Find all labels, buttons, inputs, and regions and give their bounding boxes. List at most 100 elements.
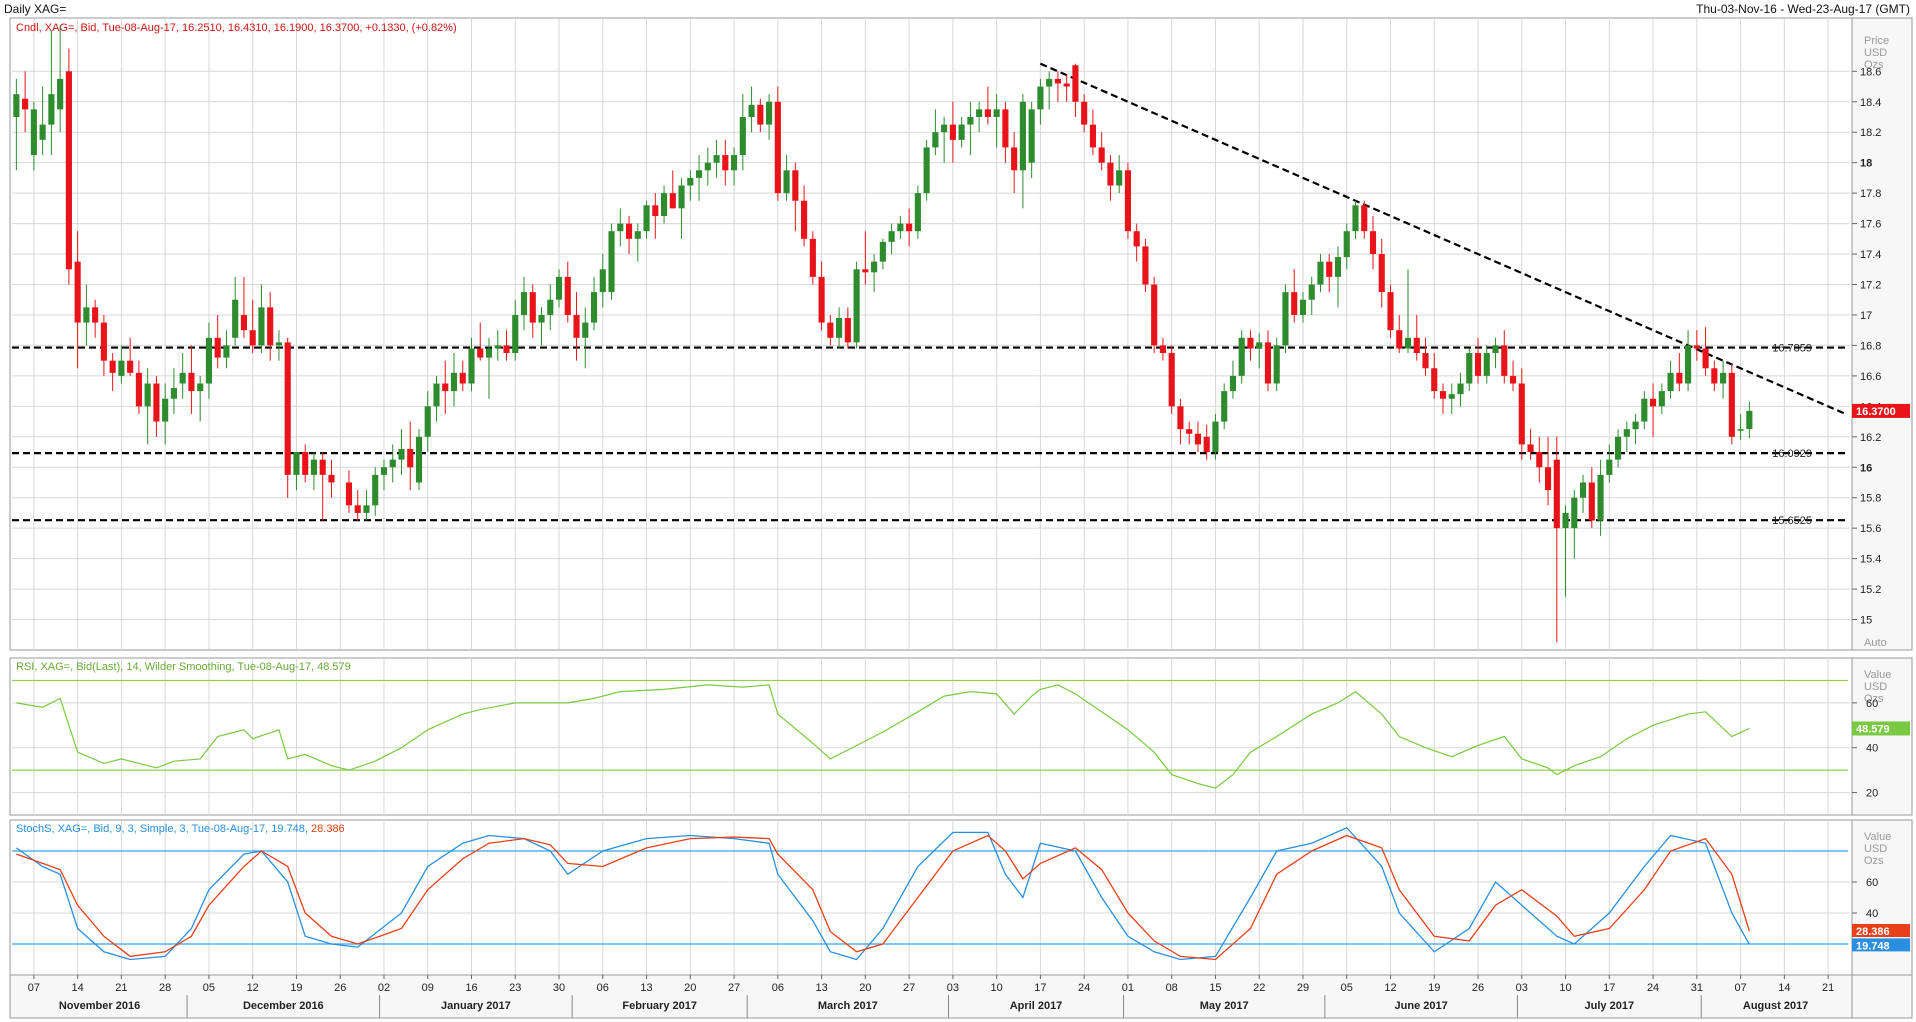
month-label: August 2017	[1743, 1000, 1808, 1012]
candle-body	[468, 348, 475, 384]
candle-body	[1291, 292, 1298, 315]
x-tick-label: 29	[1297, 982, 1309, 994]
rsi-value-label: 48.579	[1856, 723, 1890, 735]
y-tick-label: 15.6	[1860, 523, 1881, 535]
candle-body	[1632, 421, 1639, 430]
value-axis	[1851, 17, 1913, 651]
candle-body	[1273, 345, 1280, 384]
candle-body	[1457, 383, 1464, 395]
x-tick-label: 27	[903, 982, 915, 994]
x-tick-label: 24	[1647, 982, 1659, 994]
candle-body	[1002, 109, 1009, 148]
candle-body	[949, 124, 956, 140]
candle-body	[153, 383, 160, 422]
candle-body	[1650, 398, 1657, 407]
candle-body	[1571, 497, 1578, 529]
candle-body	[1343, 231, 1350, 258]
candle-body	[205, 337, 212, 384]
candle-body	[415, 436, 423, 483]
axis-unit-label: Ozs	[1864, 59, 1884, 71]
stoch-legend: StochS, XAG=, Bid, 9, 3, Simple, 3, Tue-…	[16, 823, 345, 835]
x-tick-label: 13	[815, 982, 827, 994]
candle-body	[398, 448, 405, 460]
candle-body	[1046, 78, 1053, 87]
candle-body	[48, 94, 55, 125]
stoch-legend-d: 28.386	[311, 823, 345, 835]
candle-body	[625, 223, 633, 239]
month-label: November 2016	[59, 1000, 140, 1012]
candle-body	[555, 276, 563, 300]
candle-body	[1142, 246, 1149, 285]
candle-body	[748, 104, 755, 117]
candle-body	[74, 261, 81, 323]
candle-body	[1124, 170, 1131, 232]
candle-body	[433, 383, 440, 407]
candle-body	[319, 459, 326, 475]
candle-body	[302, 452, 309, 475]
candle-body	[1037, 86, 1044, 110]
candle-body	[634, 231, 641, 239]
date-range: Thu-03-Nov-16 - Wed-23-Aug-17 (GMT)	[1696, 2, 1910, 16]
candle-body	[941, 124, 948, 133]
candle-body	[57, 78, 64, 110]
stoch-d-value: 28.386	[1856, 926, 1890, 938]
candle-body	[1326, 261, 1333, 277]
value-axis	[1851, 657, 1913, 816]
candle-body	[1028, 109, 1035, 163]
month-label: July 2017	[1585, 1000, 1635, 1012]
candle-body	[590, 292, 598, 323]
x-tick-label: 05	[203, 982, 215, 994]
x-tick-label: 20	[684, 982, 696, 994]
candle-body	[976, 109, 983, 117]
candle-body	[1308, 284, 1315, 300]
candle-body	[1685, 345, 1692, 384]
candle-body	[923, 147, 930, 194]
candle-body	[65, 71, 72, 270]
candle-body	[223, 345, 230, 358]
x-tick-label: 31	[1691, 982, 1703, 994]
candle-body	[1378, 254, 1385, 293]
candle-body	[407, 448, 414, 468]
axis-unit-label: Value	[1864, 669, 1891, 681]
candle-body	[1396, 330, 1403, 349]
candle-body	[695, 170, 703, 178]
candle-body	[739, 116, 746, 156]
candle-body	[1439, 391, 1447, 399]
axis-unit-label: Ozs	[1864, 693, 1884, 705]
month-label: March 2017	[818, 1000, 878, 1012]
candle-body	[879, 241, 886, 262]
candle-body	[424, 406, 431, 437]
candle-body	[240, 314, 248, 331]
candle-body	[520, 292, 528, 315]
candle-body	[906, 223, 913, 232]
candle-body	[871, 261, 878, 273]
candle-body	[13, 94, 20, 117]
candle-body	[503, 345, 510, 354]
candle-body	[766, 101, 773, 125]
candle-body	[818, 276, 825, 323]
candle-body	[704, 162, 711, 171]
y-tick-label: 16	[1860, 462, 1872, 474]
candle-body	[389, 459, 396, 468]
x-tick-label: 26	[334, 982, 346, 994]
candle-body	[310, 459, 318, 475]
x-tick-label: 03	[947, 982, 959, 994]
x-tick-label: 05	[1341, 982, 1353, 994]
candle-body	[258, 307, 265, 346]
candle-body	[801, 200, 808, 239]
y-tick-label: 15	[1860, 615, 1872, 627]
axis-unit-label: Ozs	[1864, 855, 1884, 867]
candle-body	[162, 398, 169, 422]
candle-body	[1579, 482, 1587, 498]
stoch-k-value: 19.748	[1856, 940, 1890, 952]
x-tick-label: 08	[1166, 982, 1178, 994]
candle-body	[1352, 205, 1359, 232]
month-label: June 2017	[1395, 1000, 1448, 1012]
candle-body	[1054, 78, 1061, 84]
candle-body	[599, 269, 606, 293]
candle-body	[687, 177, 694, 186]
candle-body	[564, 276, 571, 315]
axis-unit-label: USD	[1864, 843, 1887, 855]
candle-body	[127, 360, 134, 373]
